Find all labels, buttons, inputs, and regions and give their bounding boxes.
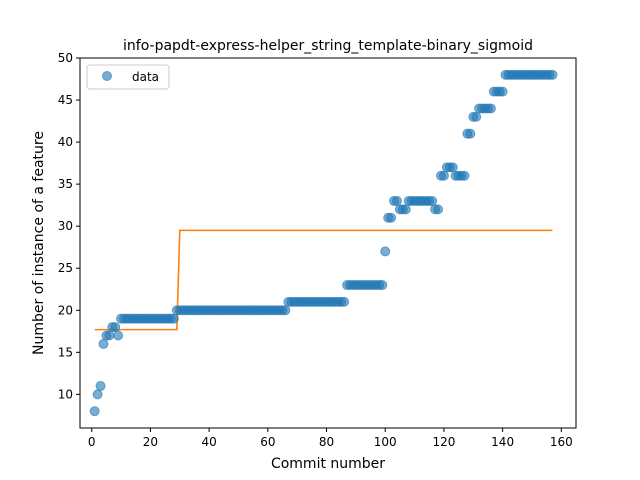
data-point [438, 170, 449, 181]
data-points-layer [89, 69, 558, 417]
data-point [433, 204, 444, 215]
data-point [98, 338, 109, 349]
data-point [89, 406, 100, 417]
data-point [95, 380, 106, 391]
x-tick-label: 0 [88, 435, 96, 449]
data-point [110, 322, 121, 333]
legend-box [86, 64, 170, 90]
data-point [104, 330, 115, 341]
plot-area [80, 58, 576, 428]
data-point [497, 86, 508, 97]
x-axis-label: Commit number [271, 456, 385, 472]
data-point [471, 111, 482, 122]
x-tick-label: 80 [319, 435, 334, 449]
legend-label: data [132, 70, 159, 84]
y-tick-label: 15 [58, 345, 73, 359]
data-point [459, 170, 470, 181]
data-point [339, 296, 350, 307]
plot-frame [79, 57, 577, 429]
x-tick-label: 140 [491, 435, 514, 449]
y-ticks: 10 15 20 25 30 35 40 45 50 [58, 51, 80, 401]
data-point [380, 246, 391, 257]
y-tick-label: 10 [58, 387, 73, 401]
y-tick-label: 25 [58, 261, 73, 275]
data-point [113, 330, 124, 341]
data-point [391, 195, 402, 206]
x-ticks: 0 20 40 60 80 100 120 140 160 [88, 428, 573, 449]
fit-line [94, 229, 553, 331]
y-tick-label: 45 [58, 93, 73, 107]
data-point [92, 389, 103, 400]
x-tick-label: 40 [201, 435, 216, 449]
y-tick-label: 40 [58, 135, 73, 149]
y-tick-label: 35 [58, 177, 73, 191]
x-tick-label: 100 [374, 435, 397, 449]
x-tick-label: 60 [260, 435, 275, 449]
y-tick-label: 30 [58, 219, 73, 233]
axes [79, 57, 577, 429]
x-tick-label: 120 [432, 435, 455, 449]
data-point [547, 69, 558, 80]
data-point [427, 195, 438, 206]
y-tick-label: 50 [58, 51, 73, 65]
data-point [447, 162, 458, 173]
data-point [465, 128, 476, 139]
data-point [280, 305, 291, 316]
data-point [168, 313, 179, 324]
data-point [377, 280, 388, 291]
fit-line-layer [94, 229, 553, 331]
data-point [485, 103, 496, 114]
x-tick-label: 20 [143, 435, 158, 449]
chart-title: info-papdt-express-helper_string_templat… [123, 38, 533, 54]
y-tick-label: 20 [58, 303, 73, 317]
data-point [400, 204, 411, 215]
data-point [386, 212, 397, 223]
x-tick-label: 160 [550, 435, 573, 449]
legend: data [86, 64, 170, 90]
y-axis-label: Number of instance of a feature [31, 131, 47, 355]
legend-marker [102, 71, 112, 81]
